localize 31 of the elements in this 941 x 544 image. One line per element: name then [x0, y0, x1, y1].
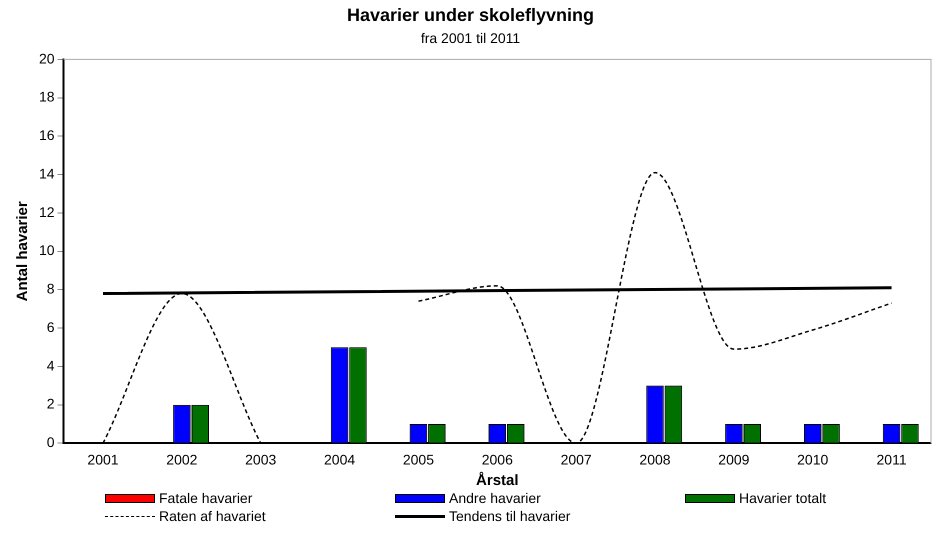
chart-title: Havarier under skoleflyvning	[346, 4, 594, 25]
x-tick-label: 2003	[245, 451, 276, 468]
chart-subtitle: fra 2001 til 2011	[420, 30, 520, 46]
y-tick-label: 20	[38, 50, 55, 66]
y-tick-label: 4	[46, 357, 55, 374]
legend-label: Raten af havariet	[159, 508, 266, 524]
legend-label: Fatale havarier	[159, 490, 252, 506]
x-tick-label: 2002	[166, 451, 198, 468]
x-tick-label: 2006	[482, 451, 514, 468]
x-tick-label: 2004	[324, 451, 356, 468]
legend-label: Andre havarier	[449, 490, 541, 506]
y-tick-label: 10	[38, 242, 55, 258]
y-tick-label: 8	[46, 280, 55, 297]
y-axis-title: Antal havarier	[14, 201, 32, 302]
y-tick-label: 0	[46, 434, 55, 450]
x-tick-label: 2001	[87, 451, 119, 468]
x-tick-label: 2007	[560, 451, 592, 468]
x-tick-label: 2010	[797, 451, 828, 468]
x-tick-label: 2009	[718, 451, 750, 468]
x-axis-title: Årstal	[476, 471, 519, 490]
x-tick-label: 2005	[402, 451, 434, 468]
legend-label: Havarier totalt	[739, 490, 826, 506]
legend-label: Tendens til havarier	[449, 508, 570, 524]
x-tick-label: 2008	[639, 451, 671, 468]
y-tick-label: 14	[38, 165, 55, 182]
y-tick-label: 18	[38, 88, 55, 105]
y-tick-label: 2	[46, 396, 55, 412]
y-tick-label: 16	[38, 127, 55, 144]
y-tick-label: 6	[46, 318, 55, 335]
y-tick-label: 12	[38, 204, 55, 220]
x-tick-label: 2011	[876, 451, 907, 468]
